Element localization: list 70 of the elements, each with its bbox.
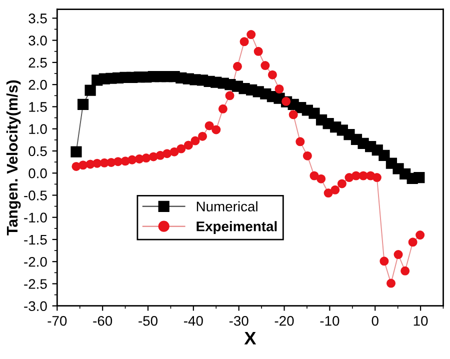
point <box>204 121 214 130</box>
point <box>268 70 277 80</box>
x-tick-label: -50 <box>138 316 158 326</box>
point <box>324 188 333 198</box>
point <box>142 154 151 163</box>
y-tick-label: -2.5 <box>24 279 47 289</box>
legend-label: Numerical <box>196 201 258 212</box>
point <box>352 171 361 180</box>
point <box>330 185 340 194</box>
y-tick-label: -0.5 <box>24 190 47 200</box>
y-tick-label: 2.0 <box>28 80 47 90</box>
point <box>414 172 425 184</box>
x-tick-label: -20 <box>274 316 294 326</box>
point <box>386 278 396 288</box>
y-tick-label: 0.5 <box>28 146 47 156</box>
point <box>77 98 89 110</box>
point <box>70 146 82 158</box>
x-tick-label: -30 <box>229 316 248 326</box>
x-tick-label: -10 <box>320 316 340 326</box>
point <box>416 230 425 240</box>
y-tick-label: -3.0 <box>24 301 47 312</box>
x-tick-label: 10 <box>414 316 428 326</box>
point <box>288 110 298 120</box>
point <box>78 160 88 170</box>
point <box>128 155 137 164</box>
point <box>212 125 221 134</box>
point <box>162 149 172 158</box>
point <box>302 151 312 160</box>
point <box>380 256 389 266</box>
point <box>84 84 96 96</box>
point <box>198 132 208 141</box>
y-tick-label: -2.0 <box>24 256 47 267</box>
point <box>232 62 242 71</box>
y-axis-title: Tangen. Velocity(m/s) <box>6 80 21 236</box>
point <box>92 158 102 168</box>
point <box>254 46 263 56</box>
x-tick-label: -70 <box>48 316 67 326</box>
point <box>378 150 390 161</box>
y-tick-label: -1.5 <box>24 234 47 245</box>
y-tick-label: 1.5 <box>29 102 47 112</box>
point <box>372 173 382 182</box>
point <box>218 104 228 114</box>
point <box>176 144 186 154</box>
point <box>184 140 193 150</box>
x-tick-label: 0 <box>372 316 378 326</box>
point <box>316 174 326 184</box>
point <box>114 157 123 166</box>
y-tick-label: -1.0 <box>24 212 47 223</box>
y-tick-label: 0.0 <box>28 168 47 178</box>
y-tick-label: 3.5 <box>28 14 47 24</box>
point <box>394 250 403 260</box>
x-axis-title: X <box>244 332 256 344</box>
x-tick-label: -40 <box>184 316 203 326</box>
point <box>190 136 200 146</box>
point <box>337 179 346 188</box>
y-tick-label: 2.5 <box>28 58 47 68</box>
point <box>170 147 179 156</box>
point <box>225 91 234 100</box>
point <box>274 84 284 94</box>
point <box>240 37 249 46</box>
point <box>400 266 410 276</box>
y-tick-label: 1.0 <box>29 124 47 134</box>
x-tick-label: -60 <box>93 316 112 326</box>
point <box>310 171 319 180</box>
point <box>296 137 305 146</box>
point <box>246 30 256 40</box>
point <box>260 61 270 70</box>
y-tick-label: 3.0 <box>28 36 47 46</box>
point <box>408 238 418 247</box>
legend-label: Expeimental <box>196 221 277 234</box>
